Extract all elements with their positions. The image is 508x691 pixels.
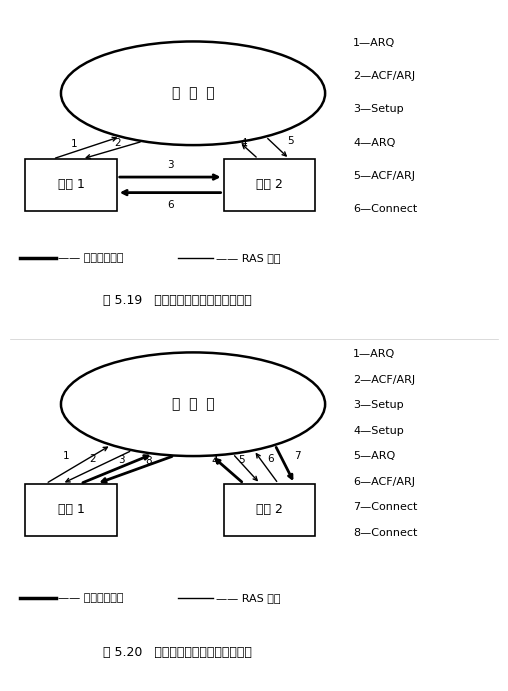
Text: 端点 2: 端点 2	[256, 503, 282, 516]
Text: 4—ARQ: 4—ARQ	[353, 138, 395, 147]
Bar	[25, 484, 117, 536]
Text: 8—Connect: 8—Connect	[353, 528, 418, 538]
Text: 端点 2: 端点 2	[256, 178, 282, 191]
Text: 图 5.19   呼叫信令消息的直接选路方式: 图 5.19 呼叫信令消息的直接选路方式	[104, 294, 252, 307]
Bar	[25, 159, 117, 211]
Text: 4: 4	[212, 456, 218, 466]
Text: 8: 8	[145, 456, 151, 466]
Text: 1: 1	[71, 140, 77, 149]
Text: 网  闸  云: 网 闸 云	[172, 86, 214, 100]
Text: 1—ARQ: 1—ARQ	[353, 38, 395, 48]
Text: 1: 1	[62, 451, 69, 461]
Text: 5—ACF/ARJ: 5—ACF/ARJ	[353, 171, 415, 180]
Text: 5: 5	[287, 136, 294, 146]
Text: 6: 6	[267, 454, 274, 464]
Text: 端点 1: 端点 1	[58, 503, 84, 516]
Text: 4: 4	[240, 138, 247, 149]
Bar	[224, 484, 315, 536]
Text: 2: 2	[114, 138, 121, 148]
Text: 4—Setup: 4—Setup	[353, 426, 404, 435]
Text: 6—ACF/ARJ: 6—ACF/ARJ	[353, 477, 415, 486]
Text: 3: 3	[167, 160, 174, 169]
Text: 2: 2	[89, 454, 96, 464]
Text: 6—Connect: 6—Connect	[353, 204, 417, 214]
Text: 3—Setup: 3—Setup	[353, 104, 404, 114]
Text: 5: 5	[238, 455, 245, 466]
Text: 7—Connect: 7—Connect	[353, 502, 418, 512]
Text: 3—Setup: 3—Setup	[353, 400, 404, 410]
Bar	[224, 159, 315, 211]
Text: 2—ACF/ARJ: 2—ACF/ARJ	[353, 71, 415, 81]
Text: 6: 6	[167, 200, 174, 210]
Text: 2—ACF/ARJ: 2—ACF/ARJ	[353, 375, 415, 384]
Text: —— 呼叫信令消息: —— 呼叫信令消息	[58, 593, 124, 603]
Text: 端点 1: 端点 1	[58, 178, 84, 191]
Text: 3: 3	[118, 455, 125, 466]
Text: 1—ARQ: 1—ARQ	[353, 349, 395, 359]
Text: —— 呼叫信令消息: —— 呼叫信令消息	[58, 253, 124, 263]
Text: 网  闸  云: 网 闸 云	[172, 397, 214, 411]
Text: 图 5.20   呼叫信令消息的网闸选路方式: 图 5.20 呼叫信令消息的网闸选路方式	[103, 647, 252, 659]
Text: 5—ARQ: 5—ARQ	[353, 451, 395, 461]
Text: —— RAS 消息: —— RAS 消息	[216, 593, 280, 603]
Text: —— RAS 消息: —— RAS 消息	[216, 253, 280, 263]
Text: 7: 7	[294, 451, 301, 461]
